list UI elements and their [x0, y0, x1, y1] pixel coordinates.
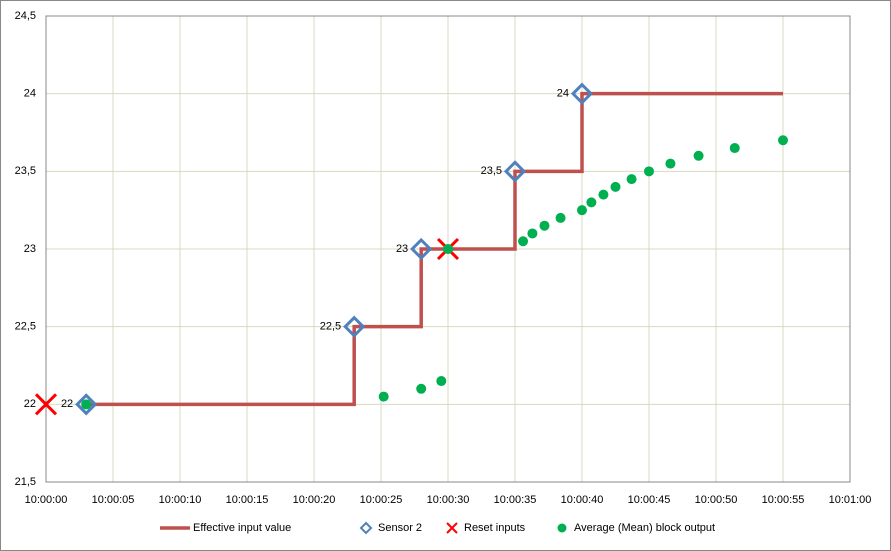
x-tick-label: 10:00:40 — [561, 494, 604, 506]
circle-marker — [416, 383, 427, 394]
legend-swatch — [359, 521, 373, 535]
data-label: 24 — [557, 88, 569, 100]
diamond-marker — [343, 315, 366, 338]
step-line — [86, 91, 783, 407]
circle-marker — [610, 181, 621, 192]
circle-marker — [555, 212, 566, 223]
y-tick-label: 24,5 — [15, 10, 36, 22]
circle-marker — [527, 228, 538, 239]
legend-swatch — [557, 523, 567, 533]
x-tick-label: 10:00:10 — [159, 494, 202, 506]
legend-label: Reset inputs — [464, 522, 526, 534]
y-tick-label: 22 — [24, 398, 36, 410]
legend-swatch — [446, 522, 458, 534]
x-marker — [34, 393, 58, 416]
x-tick-label: 10:00:25 — [360, 494, 403, 506]
data-label: 23 — [396, 243, 408, 255]
legend-label: Average (Mean) block output — [574, 522, 715, 534]
data-label: 22 — [61, 398, 73, 410]
legend-label: Effective input value — [193, 522, 291, 534]
circle-marker — [693, 150, 704, 161]
x-tick-label: 10:00:30 — [427, 494, 470, 506]
circle-marker — [518, 236, 529, 247]
x-tick-label: 10:00:55 — [762, 494, 805, 506]
circle-marker — [586, 197, 597, 208]
legend-label: Sensor 2 — [378, 522, 422, 534]
x-tick-label: 10:00:20 — [293, 494, 336, 506]
x-tick-label: 10:00:15 — [226, 494, 269, 506]
x-tick-label: 10:00:05 — [92, 494, 135, 506]
x-tick-label: 10:00:45 — [628, 494, 671, 506]
circle-marker — [644, 166, 654, 177]
diamond-marker — [503, 160, 527, 183]
diamond-marker — [410, 237, 433, 261]
x-tick-label: 10:00:50 — [695, 494, 738, 506]
circle-marker — [626, 174, 637, 185]
circle-marker — [598, 189, 609, 200]
circle-marker — [81, 399, 92, 410]
plot-border — [45, 15, 851, 483]
data-label: 22,5 — [320, 321, 341, 333]
y-tick-label: 21,5 — [15, 476, 36, 488]
circle-marker — [378, 391, 389, 402]
diamond-marker — [570, 82, 594, 105]
circle-marker — [729, 143, 740, 154]
x-tick-label: 10:00:00 — [25, 494, 68, 506]
x-tick-label: 10:00:35 — [494, 494, 537, 506]
circle-marker — [539, 220, 550, 231]
circle-marker — [778, 135, 788, 146]
data-label: 23,5 — [481, 165, 502, 177]
y-tick-label: 23,5 — [15, 165, 36, 177]
x-tick-label: 10:01:00 — [829, 494, 872, 506]
diamond-marker — [75, 393, 98, 416]
circle-marker — [577, 205, 587, 216]
circle-marker — [443, 244, 453, 254]
y-tick-label: 24 — [24, 88, 36, 100]
y-tick-label: 22,5 — [15, 321, 36, 333]
circle-marker — [436, 376, 447, 387]
y-tick-label: 23 — [24, 243, 36, 255]
circle-marker — [665, 158, 676, 169]
